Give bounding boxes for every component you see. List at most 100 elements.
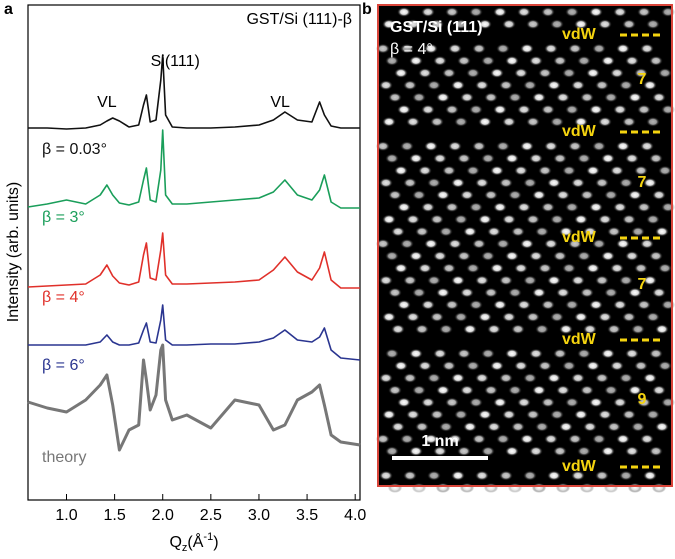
atom (577, 251, 591, 261)
layer-count: 9 (638, 391, 647, 408)
atom (652, 287, 666, 298)
annotation: Si(111) (151, 53, 200, 70)
atom (379, 80, 393, 91)
atom (613, 202, 627, 213)
atom (562, 360, 576, 371)
atom (649, 153, 663, 164)
atom (490, 68, 504, 78)
atom (652, 482, 666, 493)
atom (436, 385, 450, 396)
atom (562, 165, 576, 176)
atom (616, 238, 630, 249)
atom (499, 373, 513, 383)
chart-title: GST/Si (111)-β (246, 11, 352, 28)
atom (544, 43, 558, 54)
atom (508, 190, 522, 200)
atom (451, 275, 465, 286)
atom (424, 43, 438, 54)
atom (409, 446, 423, 457)
atom (394, 263, 408, 274)
atom (538, 360, 552, 371)
atom (376, 238, 390, 249)
atom (658, 68, 672, 78)
atom (535, 421, 549, 432)
atom (634, 360, 648, 371)
atom (628, 190, 642, 200)
atom (454, 116, 468, 127)
atom (415, 324, 429, 335)
atom (403, 177, 417, 188)
atom (580, 385, 594, 396)
atom (583, 421, 597, 432)
atom (601, 251, 615, 261)
atom (583, 226, 597, 237)
atom (586, 360, 600, 371)
atom (532, 92, 546, 103)
atom (598, 116, 612, 127)
atom (625, 348, 639, 359)
atom (496, 43, 510, 54)
image-frame (377, 4, 673, 487)
atom (472, 43, 486, 54)
atom (397, 299, 411, 310)
atom (499, 470, 513, 481)
atom (571, 80, 585, 91)
atom (637, 104, 651, 115)
atom (427, 470, 441, 481)
atom (463, 324, 477, 335)
atom (592, 434, 606, 444)
atom (568, 141, 582, 152)
atom (598, 19, 612, 30)
atom (649, 348, 663, 359)
atom (604, 92, 618, 103)
atom (517, 202, 531, 213)
atom (409, 55, 423, 66)
atom (460, 190, 474, 200)
atom (655, 226, 669, 237)
x-tick-label: 4.0 (344, 507, 366, 524)
atom (610, 68, 624, 78)
atom (622, 214, 636, 225)
atom (631, 324, 645, 335)
atom (655, 421, 669, 432)
atom (565, 299, 579, 310)
atom (556, 287, 570, 298)
atom (604, 287, 618, 298)
atom (463, 421, 477, 432)
atom (406, 312, 420, 322)
atom (625, 446, 639, 457)
atom (613, 299, 627, 310)
atom (535, 324, 549, 335)
line-series (27, 232, 360, 289)
atom (640, 43, 654, 54)
atom (496, 238, 510, 249)
atom (568, 434, 582, 444)
x-tick-label: 1.0 (55, 507, 77, 524)
atom (574, 214, 588, 225)
atom (403, 373, 417, 383)
atom (586, 165, 600, 176)
atom (394, 68, 408, 78)
atom (379, 470, 393, 481)
atom (490, 263, 504, 274)
atom (526, 116, 540, 127)
atom (559, 226, 573, 237)
atom (481, 251, 495, 261)
atom (514, 68, 528, 78)
atom (589, 299, 603, 310)
atom (652, 385, 666, 396)
atom (652, 92, 666, 103)
atom (448, 141, 462, 152)
atom (451, 80, 465, 91)
atom (409, 153, 423, 164)
atom (457, 446, 471, 457)
atom (601, 55, 615, 66)
atom (409, 348, 423, 359)
atom (598, 214, 612, 225)
atom (541, 7, 555, 17)
atom (532, 482, 546, 493)
atom (430, 116, 444, 127)
atom (427, 275, 441, 286)
atom (481, 55, 495, 66)
